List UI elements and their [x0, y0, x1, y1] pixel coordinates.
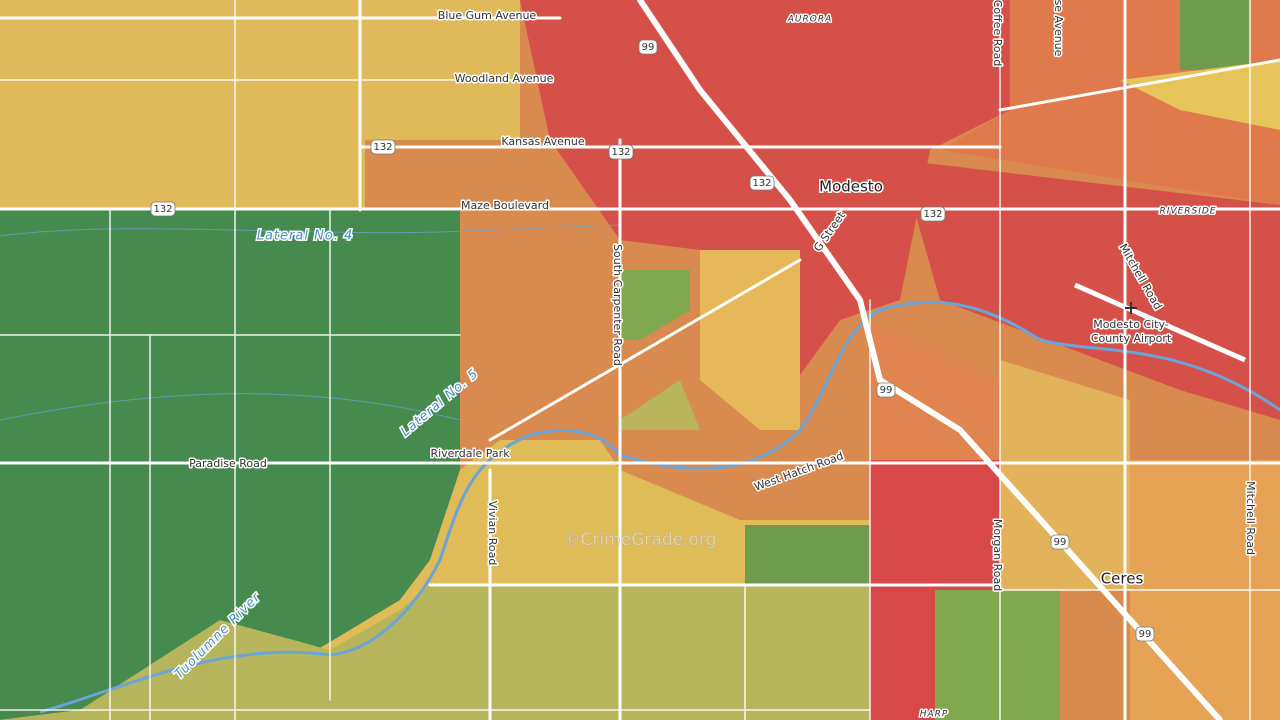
- shield: 132: [749, 175, 775, 191]
- place-label: Modesto City-: [1093, 318, 1169, 331]
- runway: [1073, 282, 1247, 363]
- shield-label: 132: [153, 204, 172, 215]
- shield: 99: [876, 382, 896, 398]
- shield: 99: [638, 39, 658, 55]
- water-label: Lateral No. 4: [257, 229, 354, 244]
- watermark: ©CrimeGrade.org: [564, 530, 717, 550]
- road-label: RIVERSIDE: [1160, 207, 1217, 217]
- shield: 99: [1050, 534, 1070, 550]
- shield-label: 132: [752, 178, 771, 189]
- shield-label: 132: [923, 209, 942, 220]
- shield-label: 99: [880, 385, 893, 396]
- road-label: AURORA: [787, 15, 833, 25]
- road-label: HARP: [920, 710, 949, 720]
- place-label: Ceres: [1101, 570, 1144, 588]
- shield-label: 132: [373, 142, 392, 153]
- place-label: Riverdale Park: [430, 447, 510, 460]
- road-label: Vivian Road: [486, 501, 499, 566]
- road-label: Blue Gum Avenue: [438, 9, 537, 22]
- shield: 132: [608, 144, 634, 160]
- road-label: Paradise Road: [189, 457, 267, 470]
- road-label: Mitchell Road: [1244, 481, 1257, 555]
- road-label: se Avenue: [1052, 0, 1065, 57]
- place-label: Modesto: [819, 178, 883, 196]
- shields: 99 99 99 99 132 132 132 132 132: [150, 39, 1155, 642]
- shield: 132: [370, 139, 396, 155]
- road-label: Woodland Avenue: [455, 72, 554, 85]
- road-label: Maze Boulevard: [461, 199, 549, 212]
- road-label: Kansas Avenue: [501, 135, 585, 148]
- place-labels: Modesto Ceres Riverdale Park Modesto Cit…: [429, 176, 1173, 589]
- road-label: South Carpenter Road: [611, 244, 624, 366]
- road-label: Morgan Road: [991, 519, 1004, 591]
- shield: 132: [920, 206, 946, 222]
- shield-label: 99: [1139, 629, 1152, 640]
- shield-label: 132: [611, 147, 630, 158]
- place-label: County Airport: [1091, 332, 1172, 345]
- shield-label: 99: [1054, 537, 1067, 548]
- river: [0, 224, 1280, 714]
- shield: 132: [150, 201, 176, 217]
- shield-label: 99: [642, 42, 655, 53]
- shield: 99: [1135, 626, 1155, 642]
- road-label: Coffee Road: [991, 0, 1004, 66]
- airport-icon: [1125, 302, 1137, 314]
